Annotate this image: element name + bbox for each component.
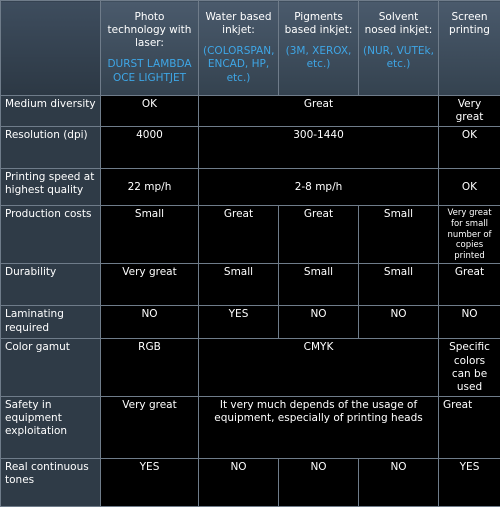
row: Real continuous tones YES NO NO NO YES <box>1 458 500 506</box>
page: {"table": { "columns": [ {"title": "Phot… <box>0 0 500 488</box>
column-title: Pigments based inkjet: <box>285 11 353 36</box>
cell: Very great <box>439 96 500 127</box>
cell: Great <box>439 396 500 458</box>
cell: Very great <box>101 264 199 306</box>
cell: It very much depends of the usage of equ… <box>199 396 439 458</box>
cell: Great <box>199 96 439 127</box>
cell: NO <box>199 458 279 506</box>
cell: CMYK <box>199 339 439 397</box>
row-label: Resolution (dpi) <box>1 127 101 169</box>
cell: OK <box>439 169 500 206</box>
cell: 4000 <box>101 127 199 169</box>
cell: NO <box>359 306 439 339</box>
row: Color gamut RGB CMYK Specific colors can… <box>1 339 500 397</box>
corner-cell <box>1 1 101 96</box>
row-label: Color gamut <box>1 339 101 397</box>
cell: Small <box>279 264 359 306</box>
column-subtitle: (3M, XEROX, etc.) <box>283 45 354 71</box>
cell: Very great for small number of copies pr… <box>439 206 500 264</box>
cell: Small <box>359 206 439 264</box>
cell: Small <box>359 264 439 306</box>
header-row: Photo technology with laser: DURST LAMBDA… <box>1 1 500 96</box>
column-title: Solvent nosed inkjet: <box>365 11 433 36</box>
cell: Small <box>199 264 279 306</box>
cell: 300-1440 <box>199 127 439 169</box>
column-header: Solvent nosed inkjet: (NUR, VUTEk, etc.) <box>359 1 439 96</box>
column-subtitle: (COLORSPAN, ENCAD, HP, etc.) <box>203 45 274 84</box>
cell: Specific colors can be used <box>439 339 500 397</box>
cell: NO <box>439 306 500 339</box>
cell: 2-8 mp/h <box>199 169 439 206</box>
row: Resolution (dpi) 4000 300-1440 OK <box>1 127 500 169</box>
column-title: Screen printing <box>449 11 490 36</box>
cell: Very great <box>101 396 199 458</box>
cell: RGB <box>101 339 199 397</box>
row-label: Real continuous tones <box>1 458 101 506</box>
cell: OK <box>101 96 199 127</box>
column-header: Water based inkjet: (COLORSPAN, ENCAD, HP… <box>199 1 279 96</box>
column-header: Pigments based inkjet: (3M, XEROX, etc.) <box>279 1 359 96</box>
column-subtitle: DURST LAMBDA OCE LIGHTJET <box>105 58 194 84</box>
row: Printing speed at highest quality 22 mp/… <box>1 169 500 206</box>
cell: OK <box>439 127 500 169</box>
cell: NO <box>101 306 199 339</box>
row: Durability Very great Small Small Small … <box>1 264 500 306</box>
column-header: Screen printing <box>439 1 500 96</box>
cell: NO <box>359 458 439 506</box>
row-label: Laminating required <box>1 306 101 339</box>
row-label: Production costs <box>1 206 101 264</box>
column-subtitle: (NUR, VUTEk, etc.) <box>363 45 434 71</box>
row-label: Safety in equipment exploitation <box>1 396 101 458</box>
cell: YES <box>101 458 199 506</box>
row: Medium diversity OK Great Very great <box>1 96 500 127</box>
cell: YES <box>199 306 279 339</box>
row: Safety in equipment exploitation Very gr… <box>1 396 500 458</box>
column-header: Photo technology with laser: DURST LAMBDA… <box>101 1 199 96</box>
cell: NO <box>279 458 359 506</box>
cell: 22 mp/h <box>101 169 199 206</box>
row-label: Durability <box>1 264 101 306</box>
column-title: Photo technology with laser: <box>108 11 192 49</box>
cell: Great <box>199 206 279 264</box>
row: Laminating required NO YES NO NO NO <box>1 306 500 339</box>
cell: Great <box>439 264 500 306</box>
cell: YES <box>439 458 500 506</box>
row: Production costs Small Great Great Small… <box>1 206 500 264</box>
cell: NO <box>279 306 359 339</box>
row-label: Printing speed at highest quality <box>1 169 101 206</box>
cell: Small <box>101 206 199 264</box>
cell: Great <box>279 206 359 264</box>
column-title: Water based inkjet: <box>205 11 271 36</box>
row-label: Medium diversity <box>1 96 101 127</box>
